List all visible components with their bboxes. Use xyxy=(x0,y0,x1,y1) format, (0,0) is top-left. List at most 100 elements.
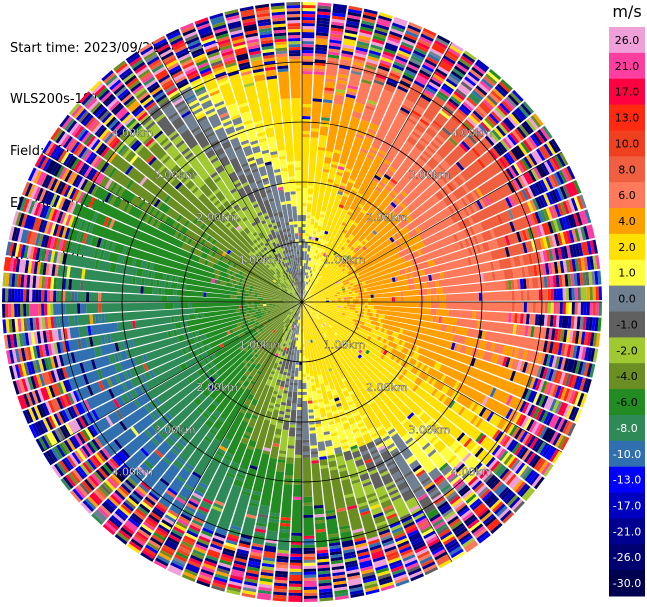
velocity-cell xyxy=(449,73,462,83)
velocity-cell xyxy=(481,241,490,252)
velocity-cell xyxy=(461,140,471,151)
velocity-cell xyxy=(307,400,313,404)
velocity-cell xyxy=(346,90,357,96)
velocity-cell xyxy=(406,439,436,474)
velocity-cell xyxy=(318,146,326,151)
velocity-cell xyxy=(409,414,423,429)
velocity-cell xyxy=(547,289,551,301)
velocity-cell xyxy=(383,48,397,55)
velocity-cell xyxy=(378,62,391,69)
velocity-cell xyxy=(573,375,581,390)
velocity-cell xyxy=(304,303,357,329)
velocity-cell xyxy=(304,290,306,294)
velocity-cell xyxy=(275,397,282,405)
velocity-cell xyxy=(419,155,428,163)
velocity-cell xyxy=(309,310,312,314)
velocity-cell xyxy=(288,385,294,392)
velocity-cell xyxy=(302,294,312,302)
velocity-cell xyxy=(299,313,301,317)
velocity-cell xyxy=(302,65,313,69)
velocity-cell xyxy=(351,247,365,261)
velocity-cell xyxy=(342,241,349,249)
velocity-cell xyxy=(294,379,298,383)
velocity-cell xyxy=(315,273,320,280)
velocity-cell xyxy=(302,376,307,383)
velocity-cell xyxy=(314,53,327,58)
velocity-cell xyxy=(397,218,409,230)
velocity-cell xyxy=(375,73,387,81)
velocity-cell xyxy=(248,293,255,297)
velocity-cell xyxy=(303,565,316,569)
velocity-cell xyxy=(362,452,372,462)
velocity-cell xyxy=(347,286,352,290)
velocity-cell xyxy=(327,54,340,59)
velocity-cell xyxy=(383,328,388,334)
velocity-cell xyxy=(328,45,341,50)
velocity-cell xyxy=(350,205,362,222)
velocity-cell xyxy=(424,295,431,302)
velocity-cell xyxy=(302,8,316,12)
velocity-cell xyxy=(262,560,275,565)
velocity-cell xyxy=(333,586,348,592)
velocity-cell xyxy=(589,240,595,255)
ray xyxy=(302,302,525,513)
velocity-cell xyxy=(435,280,440,287)
velocity-cell xyxy=(406,135,418,146)
velocity-cell xyxy=(303,556,316,560)
velocity-cell xyxy=(240,534,253,540)
velocity-cell xyxy=(255,419,271,450)
velocity-cell xyxy=(259,580,273,586)
velocity-cell xyxy=(425,484,436,493)
velocity-cell xyxy=(302,302,311,315)
velocity-cell xyxy=(444,469,455,479)
velocity-cell xyxy=(417,493,428,502)
velocity-cell xyxy=(549,315,554,327)
velocity-cell xyxy=(272,390,278,395)
velocity-cell xyxy=(447,493,459,503)
velocity-cell xyxy=(287,369,292,374)
velocity-cell xyxy=(382,435,391,442)
velocity-cell xyxy=(455,63,469,73)
velocity-cell xyxy=(554,155,564,169)
velocity-cell xyxy=(561,274,566,287)
velocity-cell xyxy=(387,486,398,494)
velocity-cell xyxy=(310,451,318,455)
velocity-cell xyxy=(424,58,437,68)
velocity-cell xyxy=(559,371,566,385)
velocity-cell xyxy=(8,303,12,318)
velocity-cell xyxy=(437,525,450,535)
velocity-cell xyxy=(370,294,374,298)
velocity-cell xyxy=(531,455,541,469)
velocity-cell xyxy=(369,471,384,490)
velocity-cell xyxy=(101,292,162,302)
velocity-cell xyxy=(288,595,302,602)
velocity-cell xyxy=(382,50,396,58)
velocity-cell xyxy=(377,318,382,323)
velocity-cell xyxy=(377,465,387,472)
velocity-cell xyxy=(597,270,602,285)
velocity-cell xyxy=(539,443,549,456)
velocity-cell xyxy=(299,349,302,353)
velocity-cell xyxy=(302,302,329,386)
velocity-cell xyxy=(327,178,334,183)
velocity-cell xyxy=(327,57,339,62)
velocity-cell xyxy=(589,302,593,316)
velocity-cell xyxy=(297,397,302,404)
velocity-cell xyxy=(504,235,511,246)
velocity-cell xyxy=(299,310,301,314)
velocity-cell xyxy=(437,479,450,491)
velocity-cell xyxy=(79,244,96,258)
velocity-cell xyxy=(140,286,144,294)
velocity-cell xyxy=(407,266,412,273)
velocity-cell xyxy=(315,531,328,548)
velocity-cell xyxy=(421,302,431,308)
velocity-cell xyxy=(514,444,524,456)
velocity-cell xyxy=(394,58,407,66)
velocity-cell xyxy=(302,215,306,222)
velocity-cell xyxy=(305,306,408,438)
velocity-cell xyxy=(399,545,412,554)
velocity-cell xyxy=(573,180,582,194)
velocity-cell xyxy=(438,559,452,569)
velocity-cell xyxy=(302,122,311,132)
velocity-cell xyxy=(318,450,327,457)
